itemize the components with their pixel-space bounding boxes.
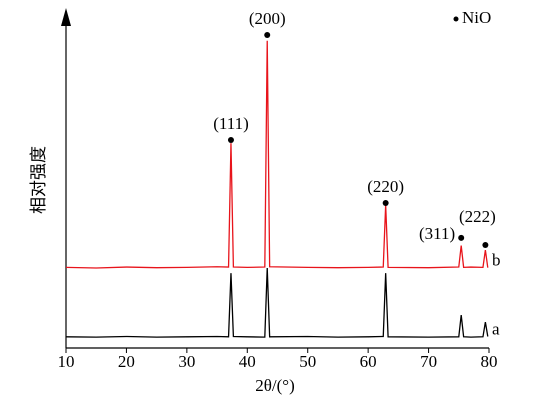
peak-marker xyxy=(382,200,389,207)
series-label: a xyxy=(492,319,500,338)
y-axis-arrow xyxy=(61,8,71,26)
peak-label: (220) xyxy=(367,177,404,196)
y-axis-label: 相对强度 xyxy=(29,146,48,214)
x-tick-label: 60 xyxy=(360,352,377,371)
series-line xyxy=(65,40,489,269)
peak-marker xyxy=(482,241,489,248)
peak-label: (222) xyxy=(459,207,496,226)
peak-marker xyxy=(227,137,234,143)
x-tick-label: 30 xyxy=(178,352,195,371)
x-axis-label: 2θ/(°) xyxy=(255,376,295,395)
peak-label: (111) xyxy=(213,114,249,133)
x-tick-label: 20 xyxy=(118,352,135,371)
peak-marker xyxy=(458,234,465,241)
series-line xyxy=(65,267,489,338)
peak-marker xyxy=(264,32,271,39)
x-tick-label: 50 xyxy=(299,352,316,371)
legend-marker xyxy=(453,16,459,22)
peak-label: (200) xyxy=(249,9,286,28)
x-tick-label: 80 xyxy=(481,352,498,371)
x-tick-label: 70 xyxy=(420,352,437,371)
peak-label: (311) xyxy=(419,224,455,243)
series-label: b xyxy=(492,251,501,270)
x-tick-label: 10 xyxy=(58,352,75,371)
legend-label: NiO xyxy=(462,8,491,27)
x-tick-label: 40 xyxy=(239,352,256,371)
